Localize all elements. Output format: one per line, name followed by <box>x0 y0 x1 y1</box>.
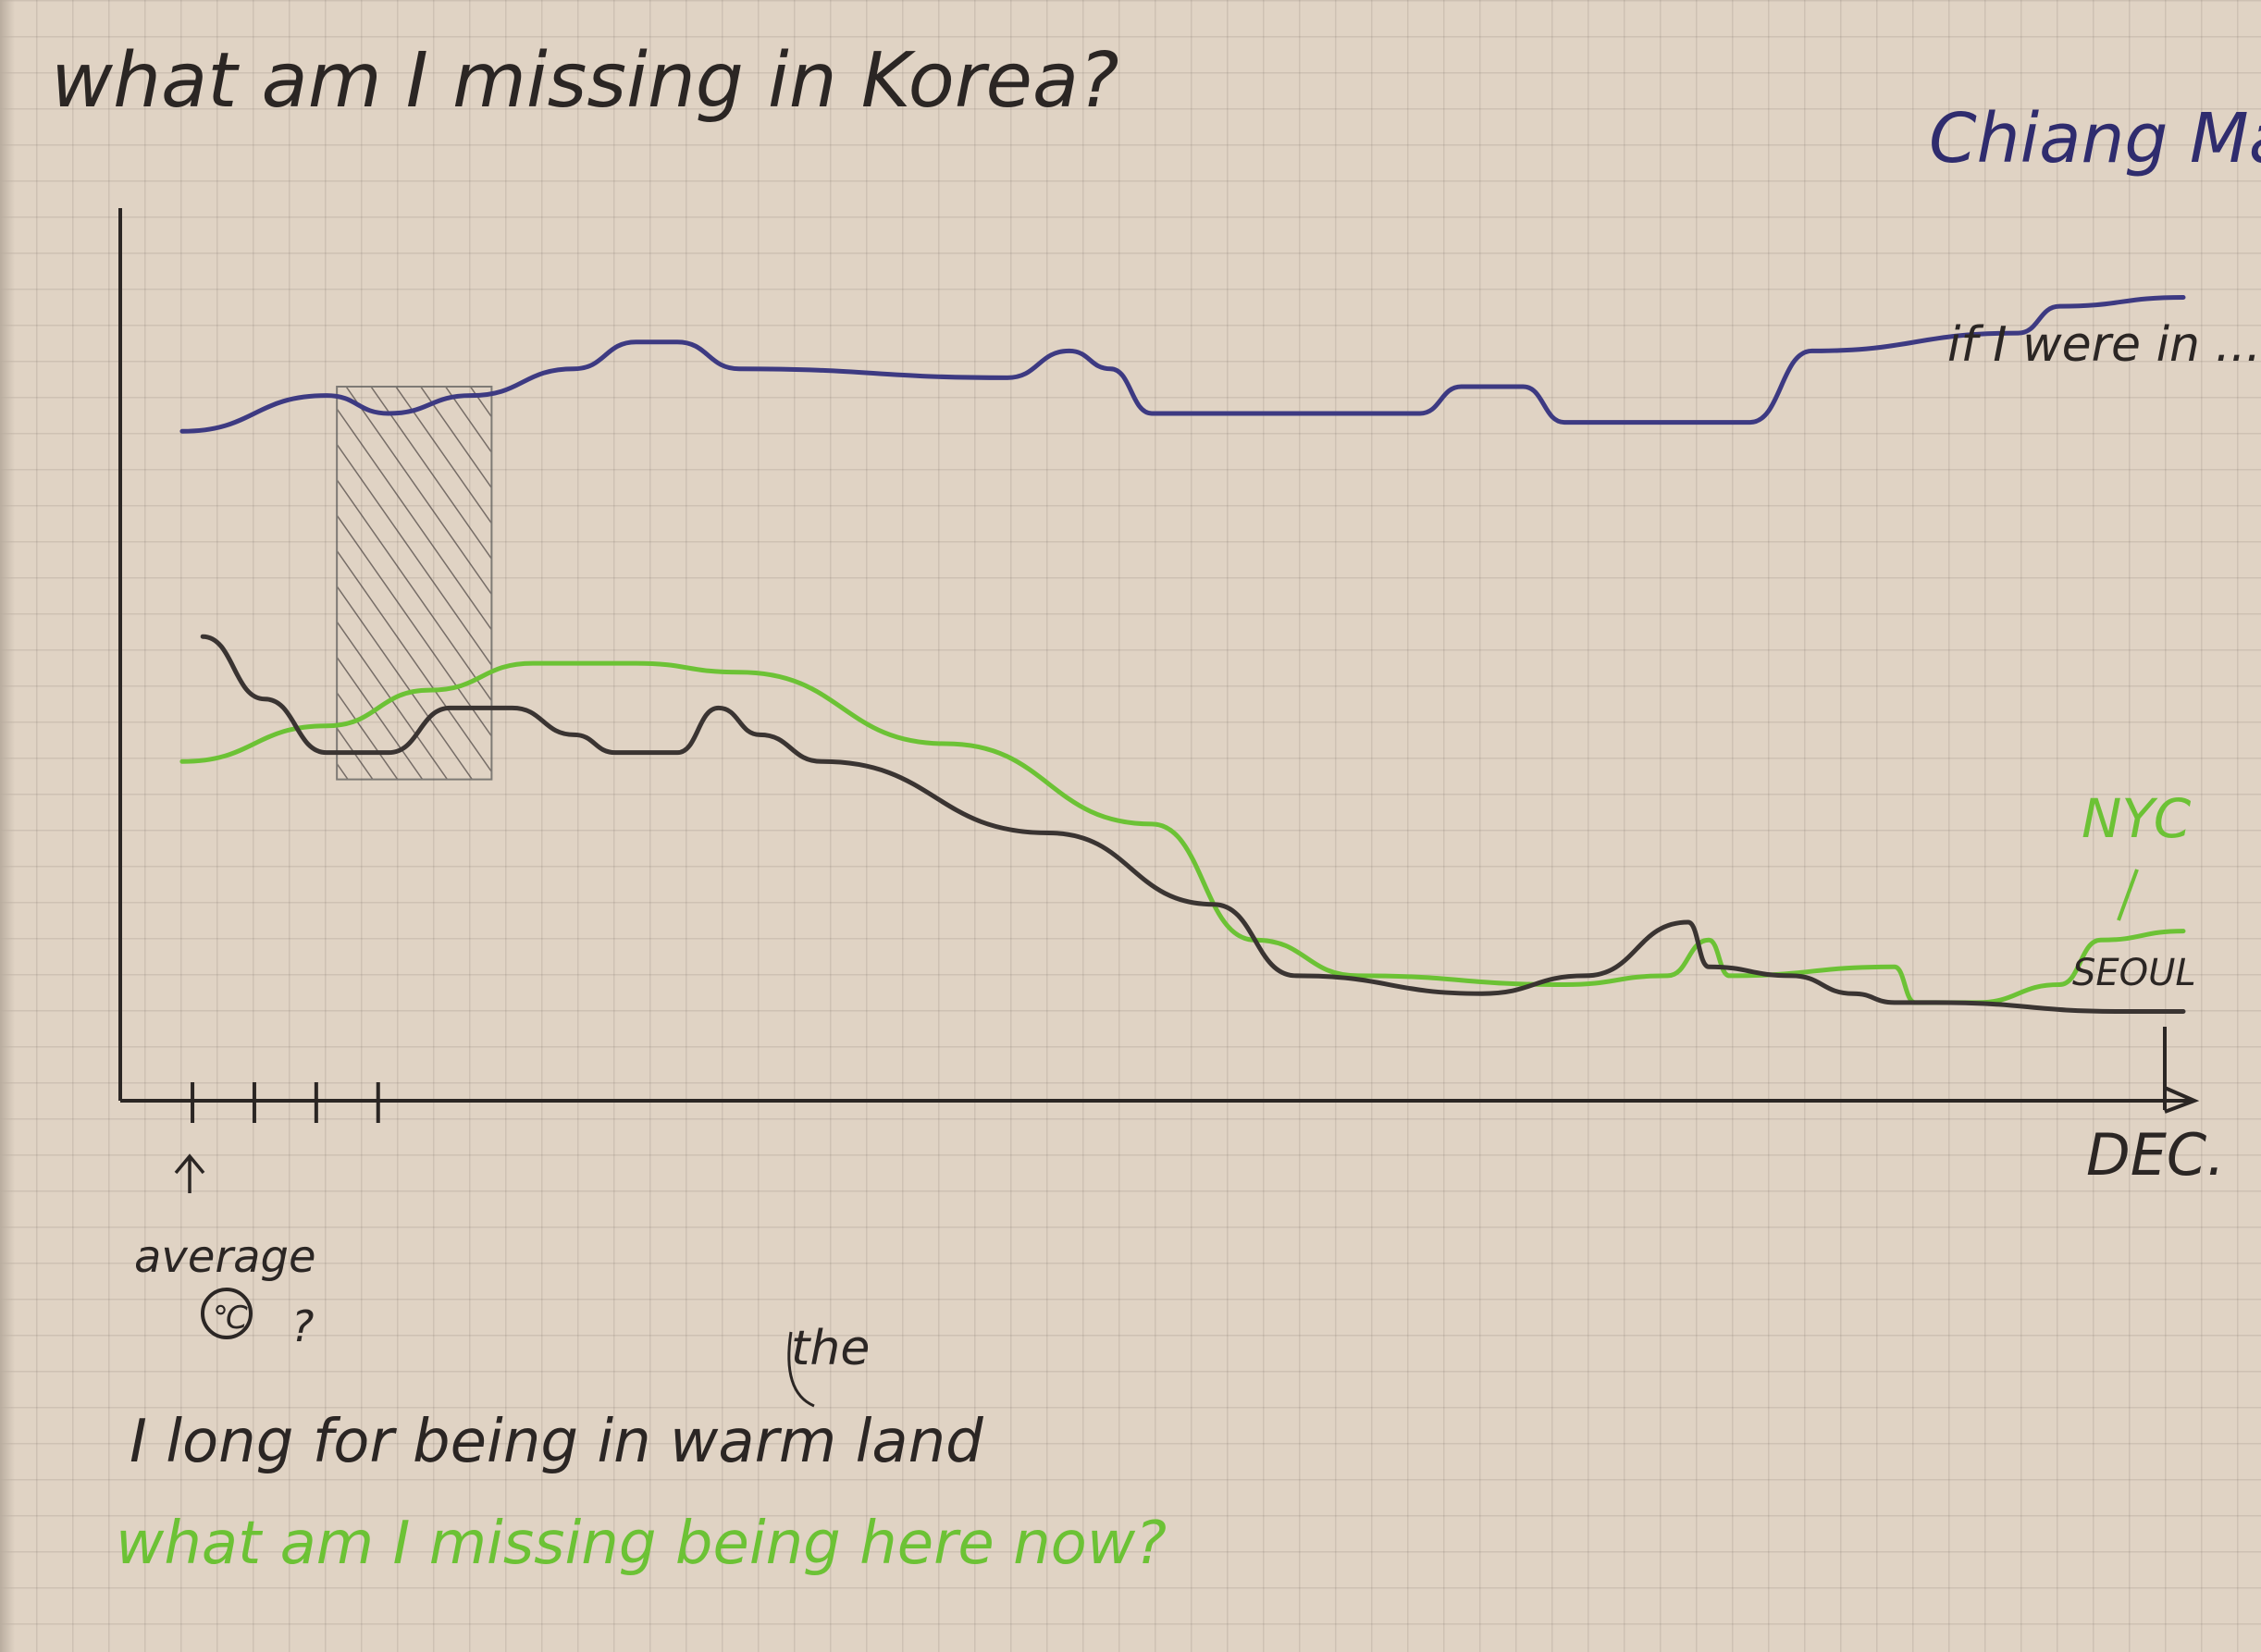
x-ticks <box>191 1082 380 1123</box>
series-line-seoul <box>200 634 2186 1015</box>
chart-title: what am I missing in Korea? <box>51 37 1119 125</box>
series-line-chiang-mai <box>179 295 2186 434</box>
temperature-symbol: ℃ <box>213 1300 248 1337</box>
x-end-label: DEC. <box>2086 1121 2225 1189</box>
temperature-circle-icon <box>201 1288 253 1339</box>
average-question: ? <box>291 1301 314 1351</box>
series-lines <box>179 295 2186 1015</box>
x-axis-arrow <box>2164 1086 2200 1114</box>
shaded-region <box>336 386 493 781</box>
average-label: average <box>134 1231 316 1283</box>
insert-caret <box>787 1331 815 1408</box>
note-question: what am I missing being here now? <box>116 1510 1167 1578</box>
note-longing: I long for being in warm land <box>130 1408 983 1476</box>
up-arrow-icon <box>174 1153 205 1193</box>
note-insert-the: the <box>791 1321 870 1376</box>
series-label-seoul: SEOUL <box>2072 952 2196 994</box>
series-label-nyc: NYC <box>2082 787 2192 850</box>
nyc-pointer <box>2117 869 2139 921</box>
series-label-chiang-mai: Chiang Mai <box>1929 99 2261 179</box>
chiang-mai-note: if I were in ... <box>1947 317 2261 373</box>
